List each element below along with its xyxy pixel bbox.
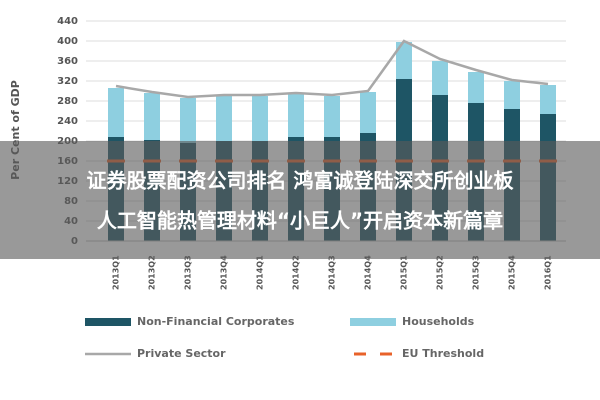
bar	[432, 61, 448, 95]
x-tick-label: 2014Q4	[364, 255, 373, 290]
bar	[540, 85, 556, 114]
x-tick-label: 2015Q4	[508, 255, 517, 290]
bar	[288, 94, 304, 137]
legend-label: EU Threshold	[402, 347, 484, 360]
legend-label: Non-Financial Corporates	[137, 315, 295, 328]
banner-text: 人工智能热管理材料“小巨人”开启资本新篇章	[97, 209, 503, 233]
x-tick-label: 2014Q2	[292, 255, 301, 290]
bar	[396, 42, 412, 79]
bar	[360, 92, 376, 133]
x-tick-label: 2013Q1	[112, 255, 121, 290]
bar	[108, 88, 124, 137]
bar	[324, 96, 340, 137]
y-tick-label: 320	[57, 76, 78, 87]
banner-text: 证券股票配资公司排名 鸿富诚登陆深交所创业板	[87, 169, 515, 193]
x-tick-label: 2016Q1	[544, 255, 553, 290]
banner	[0, 141, 600, 259]
x-tick-label: 2015Q3	[472, 255, 481, 290]
bar	[216, 96, 232, 141]
legend-swatch	[350, 318, 396, 326]
y-tick-label: 440	[57, 16, 78, 27]
legend-label: Households	[402, 315, 475, 328]
y-tick-label: 280	[57, 96, 78, 107]
line	[115, 39, 549, 99]
x-tick-label: 2014Q1	[256, 255, 265, 290]
y-tick-label: 240	[57, 116, 78, 127]
x-tick-label: 2014Q3	[328, 255, 337, 290]
x-tick-label: 2015Q2	[436, 255, 445, 290]
x-tick-label: 2013Q4	[220, 255, 229, 290]
legend-swatch	[85, 318, 131, 326]
bar	[144, 93, 160, 140]
legend-label: Private Sector	[137, 347, 226, 360]
y-tick-label: 400	[57, 36, 78, 47]
y-tick-label: 360	[57, 56, 78, 67]
x-tick-label: 2013Q3	[184, 255, 193, 290]
bar	[252, 96, 268, 141]
x-tick-label: 2013Q2	[148, 255, 157, 290]
bar	[468, 72, 484, 103]
x-tick-label: 2015Q1	[400, 255, 409, 290]
bar	[504, 81, 520, 109]
bar	[180, 98, 196, 143]
